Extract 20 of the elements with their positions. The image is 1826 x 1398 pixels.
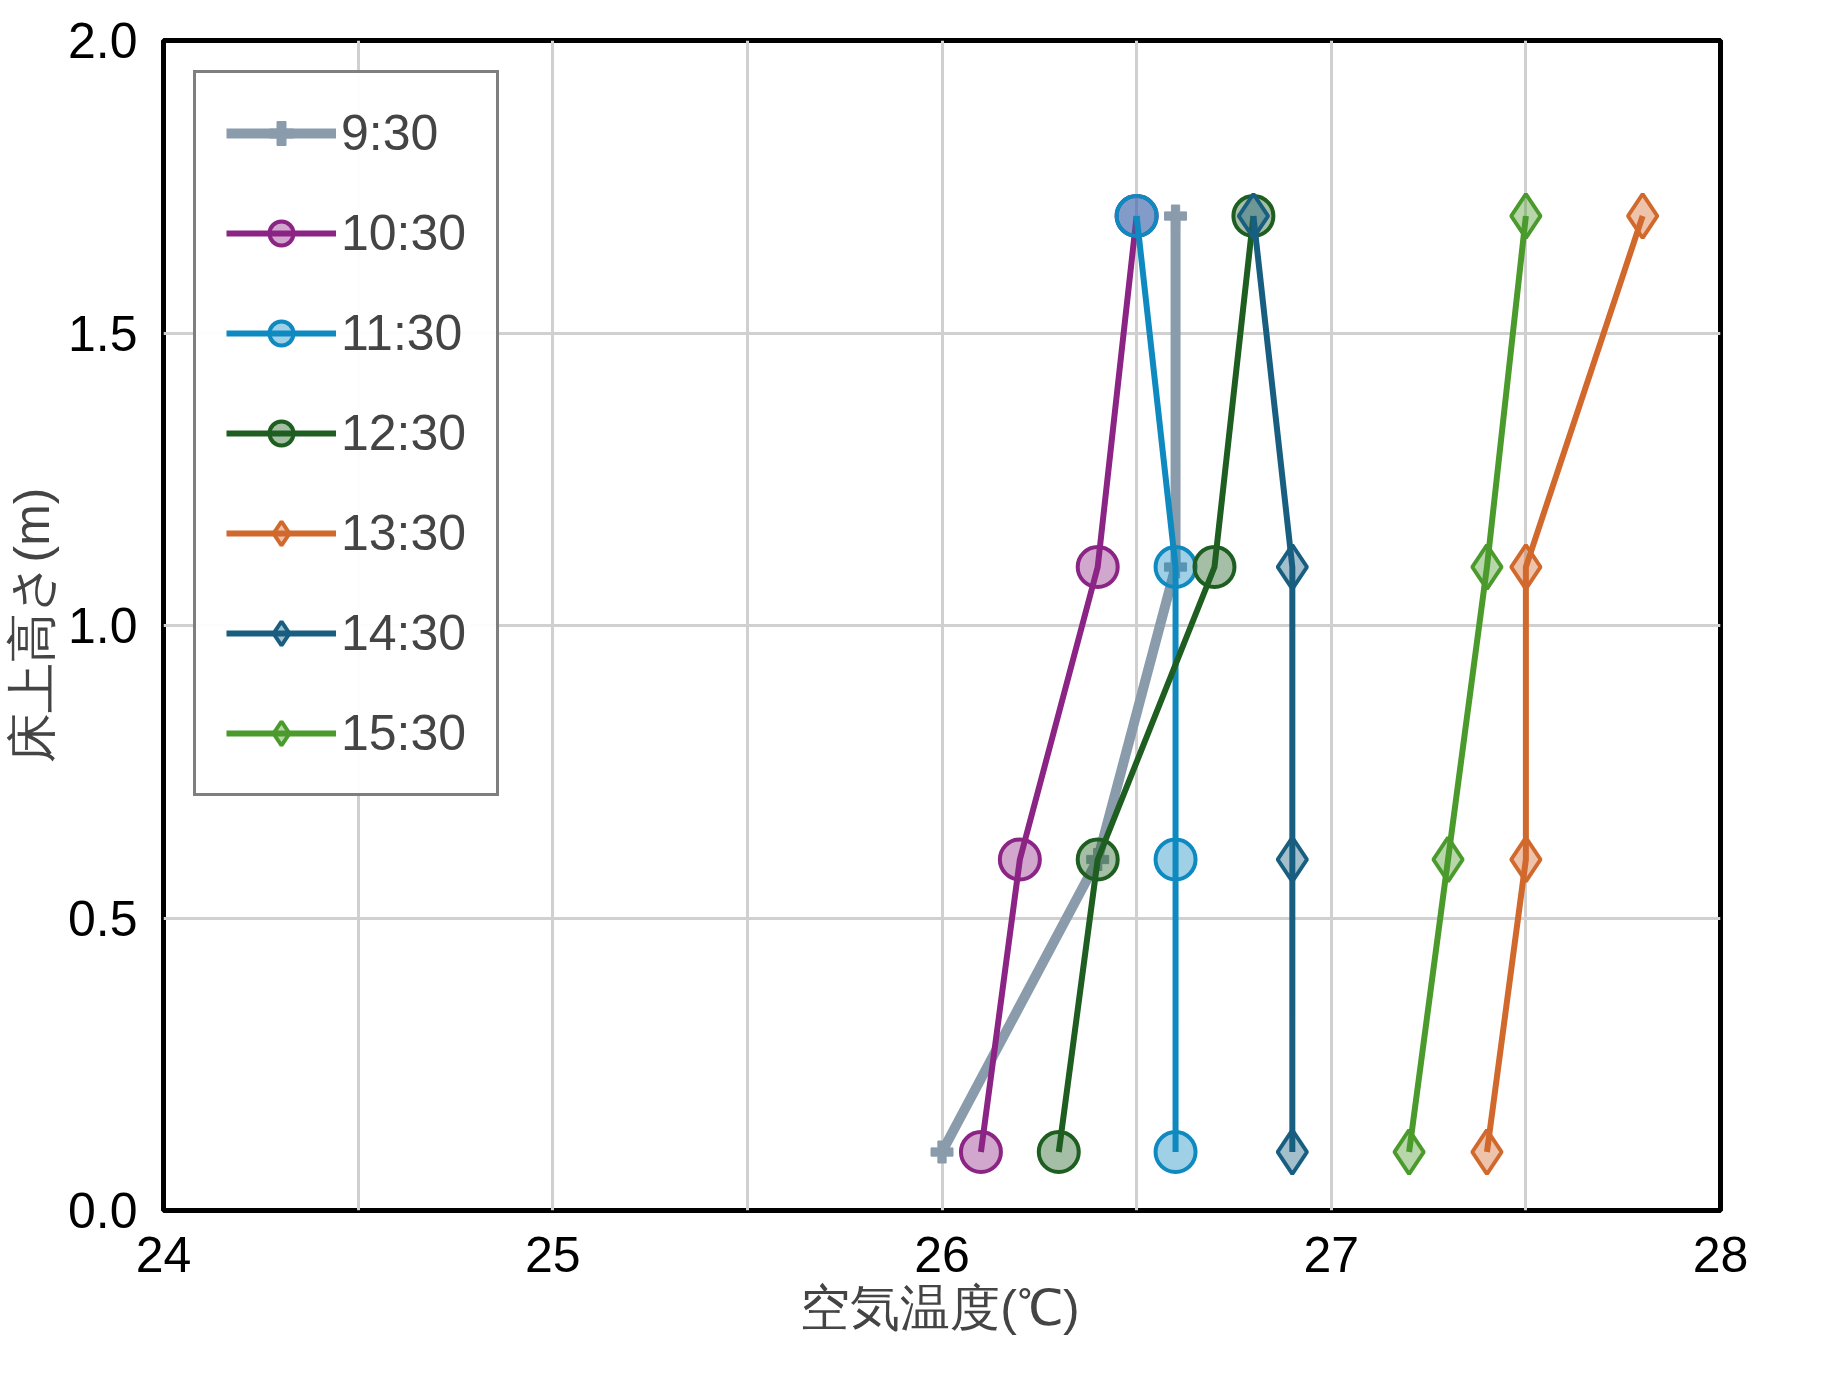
legend-label: 10:30 <box>341 204 467 262</box>
y-axis-title: 床上高さ(m) <box>3 487 60 764</box>
point <box>958 1130 1003 1174</box>
y-tick-label: 2.0 <box>67 13 138 69</box>
legend-label: 15:30 <box>341 704 467 762</box>
x-tick-label: 27 <box>1303 1226 1360 1283</box>
point <box>1036 1130 1081 1174</box>
y-tick-label: 0.5 <box>67 890 138 947</box>
x-tick-label: 25 <box>524 1226 581 1283</box>
y-tick-label: 1.0 <box>67 598 138 654</box>
legend-label: 11:30 <box>341 304 463 362</box>
point <box>1153 1130 1198 1174</box>
legend-label: 14:30 <box>341 604 467 662</box>
x-tick-label: 24 <box>135 1226 192 1283</box>
y-tick-label: 0.0 <box>67 1183 138 1239</box>
x-tick-label: 28 <box>1692 1226 1749 1283</box>
legend-label: 9:30 <box>341 104 439 162</box>
y-tick-label: 1.5 <box>67 305 138 362</box>
legend-label: 12:30 <box>341 404 467 462</box>
legend-label: 13:30 <box>341 504 467 562</box>
